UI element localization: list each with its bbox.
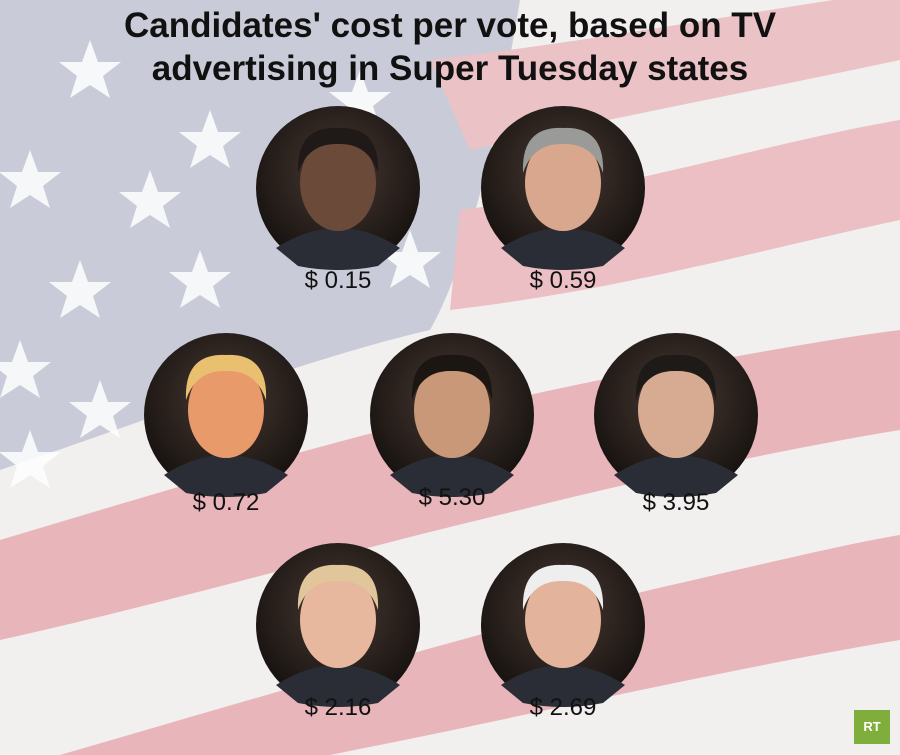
portrait-face [414,362,490,458]
portrait-hair [522,127,604,173]
cost-label: $ 0.15 [304,267,372,294]
portrait-shoulders [501,228,625,270]
stars [0,40,441,488]
portrait-hair [522,564,604,610]
cost-label: $ 3.95 [642,489,710,516]
cost-label: $ 2.16 [304,694,372,721]
cost-label: $ 5.30 [418,484,486,511]
portrait-hair [185,354,267,400]
portrait-shoulders [501,665,625,707]
cost-label: $ 0.72 [192,489,260,516]
portrait-hair [297,564,379,610]
portrait-shoulders [614,455,738,497]
portrait-hair [297,127,379,173]
portrait-face [525,572,601,668]
portrait-face [638,362,714,458]
title: Candidates' cost per vote, based on TV a… [123,6,777,88]
portrait-shoulders [276,228,400,270]
portrait-shoulders [276,665,400,707]
portraits [144,106,758,707]
portrait-shoulders [390,455,514,497]
portrait-face [300,135,376,231]
flag-canton [0,0,520,470]
cost-label: $ 2.69 [529,694,597,721]
portrait-face [300,572,376,668]
portrait-hair [635,354,717,400]
portrait-face [525,135,601,231]
portrait-hair [411,354,493,400]
portrait-shoulders [164,455,288,497]
flag-stripe [60,535,900,755]
portrait-face [188,362,264,458]
cost-label: $ 0.59 [529,267,597,294]
logo: RT [854,710,890,744]
